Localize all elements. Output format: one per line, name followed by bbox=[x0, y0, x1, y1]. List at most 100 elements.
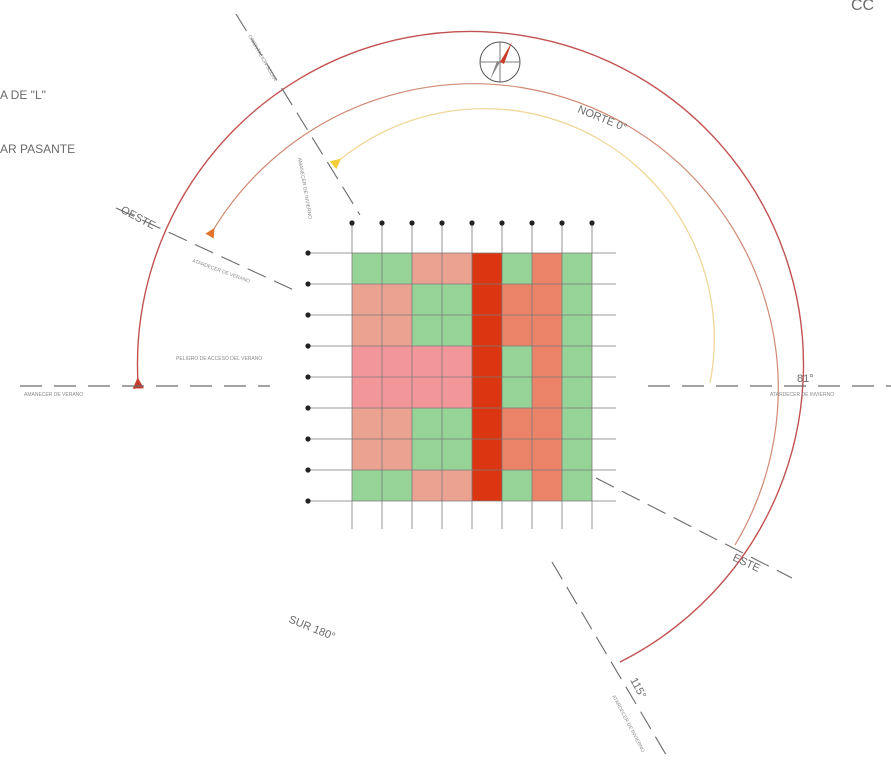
corner-text: CC bbox=[851, 0, 874, 14]
grid-cell bbox=[532, 315, 562, 346]
grid-cell bbox=[352, 315, 382, 346]
grid-column-marker bbox=[409, 220, 415, 226]
grid-cell bbox=[382, 346, 412, 377]
grid-row-marker bbox=[305, 374, 311, 380]
grid-column-marker bbox=[379, 220, 385, 226]
grid-cell bbox=[532, 470, 562, 501]
grid-column-marker bbox=[469, 220, 475, 226]
grid-row-marker bbox=[305, 343, 311, 349]
grid-row-marker bbox=[305, 250, 311, 256]
grid-cell bbox=[502, 315, 532, 346]
grid-cell bbox=[502, 346, 532, 377]
north-label: NORTE 0° bbox=[576, 104, 629, 135]
bottom-diagonal-caption: ATARDECER DE INVIERNO bbox=[610, 694, 645, 753]
grid-cell bbox=[352, 408, 382, 439]
compass-icon bbox=[479, 41, 521, 83]
grid-cell bbox=[382, 315, 412, 346]
grid-column-marker bbox=[559, 220, 565, 226]
grid-cell bbox=[532, 284, 562, 315]
grid-cell bbox=[502, 284, 532, 315]
grid-cell bbox=[442, 315, 472, 346]
grid-column-marker bbox=[499, 220, 505, 226]
grid-cell bbox=[442, 439, 472, 470]
west-diagonal-line bbox=[115, 207, 299, 293]
grid-cell bbox=[502, 470, 532, 501]
grid-row-marker bbox=[305, 467, 311, 473]
east-diagonal-line bbox=[595, 477, 793, 579]
grid-column-marker bbox=[349, 220, 355, 226]
grid-column-marker bbox=[529, 220, 535, 226]
grid-cell bbox=[442, 470, 472, 501]
grid-cell bbox=[532, 346, 562, 377]
grid-cell bbox=[472, 470, 502, 501]
east-label: ESTE bbox=[731, 552, 762, 575]
grid-cell bbox=[562, 315, 592, 346]
grid-cell bbox=[562, 439, 592, 470]
grid-cell bbox=[412, 408, 442, 439]
grid-cell bbox=[562, 284, 592, 315]
grid-cell bbox=[532, 377, 562, 408]
grid-cell bbox=[412, 253, 442, 284]
grid-cell bbox=[532, 439, 562, 470]
top-diagonal-caption: ORIENTACION SOLAR bbox=[246, 34, 278, 83]
grid-cell bbox=[382, 284, 412, 315]
grid-column-marker bbox=[589, 220, 595, 226]
grid-cell bbox=[472, 377, 502, 408]
grid-cell bbox=[472, 346, 502, 377]
grid-cell bbox=[472, 315, 502, 346]
grid-row-marker bbox=[305, 312, 311, 318]
northwest-diagonal-line bbox=[235, 13, 361, 216]
grid-cell bbox=[502, 408, 532, 439]
angle-81-label: 81° bbox=[797, 373, 814, 385]
grid-cell bbox=[562, 346, 592, 377]
left-horizon-caption: AMANECER DE VERANO bbox=[24, 392, 83, 398]
grid-column-marker bbox=[439, 220, 445, 226]
left-center-caption: PELIGRO DE ACCESO DEL VERANO bbox=[176, 356, 262, 362]
grid-cell bbox=[472, 253, 502, 284]
legend-line-1: A DE "L" bbox=[0, 88, 46, 102]
grid-cell bbox=[382, 470, 412, 501]
grid-row-marker bbox=[305, 436, 311, 442]
grid-cell bbox=[562, 253, 592, 284]
grid-row-marker bbox=[305, 498, 311, 504]
grid-cell bbox=[502, 253, 532, 284]
grid-cell bbox=[352, 377, 382, 408]
grid-cell bbox=[442, 284, 472, 315]
west-label: OESTE bbox=[119, 204, 158, 232]
grid-cell bbox=[472, 284, 502, 315]
grid-cell bbox=[472, 439, 502, 470]
grid-cell bbox=[562, 408, 592, 439]
grid-cell bbox=[442, 408, 472, 439]
grid-cell bbox=[412, 284, 442, 315]
grid-cell bbox=[442, 253, 472, 284]
grid-cell bbox=[382, 408, 412, 439]
outer-sun-arc bbox=[132, 30, 805, 663]
top-center-caption: AMANECER DE INVIERNO bbox=[296, 157, 313, 219]
grid-cell bbox=[412, 377, 442, 408]
inner-sun-arc bbox=[329, 108, 715, 384]
grid-cell bbox=[442, 377, 472, 408]
angle-115-label: 115° bbox=[627, 676, 648, 701]
grid-cell bbox=[502, 439, 532, 470]
grid-cell bbox=[502, 377, 532, 408]
grid-cell bbox=[352, 439, 382, 470]
grid-cell bbox=[532, 408, 562, 439]
south-label: SUR 180° bbox=[287, 614, 337, 643]
grid-cell bbox=[562, 377, 592, 408]
grid-cell bbox=[352, 253, 382, 284]
grid-cell bbox=[532, 253, 562, 284]
legend-line-2: AR PASANTE bbox=[0, 142, 75, 156]
grid-cell bbox=[412, 470, 442, 501]
building-grid bbox=[305, 220, 616, 529]
grid-row-marker bbox=[305, 405, 311, 411]
middle-sun-arc bbox=[205, 83, 779, 546]
grid-row-marker bbox=[305, 281, 311, 287]
right-horizon-caption: ATARDECER DE INVIERNO bbox=[770, 392, 834, 398]
grid-cell bbox=[442, 346, 472, 377]
grid-cell bbox=[352, 470, 382, 501]
grid-cell bbox=[352, 284, 382, 315]
left-diagonal-caption: ATARDECER DE VERANO bbox=[191, 258, 250, 285]
grid-cell bbox=[382, 439, 412, 470]
grid-cell bbox=[562, 470, 592, 501]
